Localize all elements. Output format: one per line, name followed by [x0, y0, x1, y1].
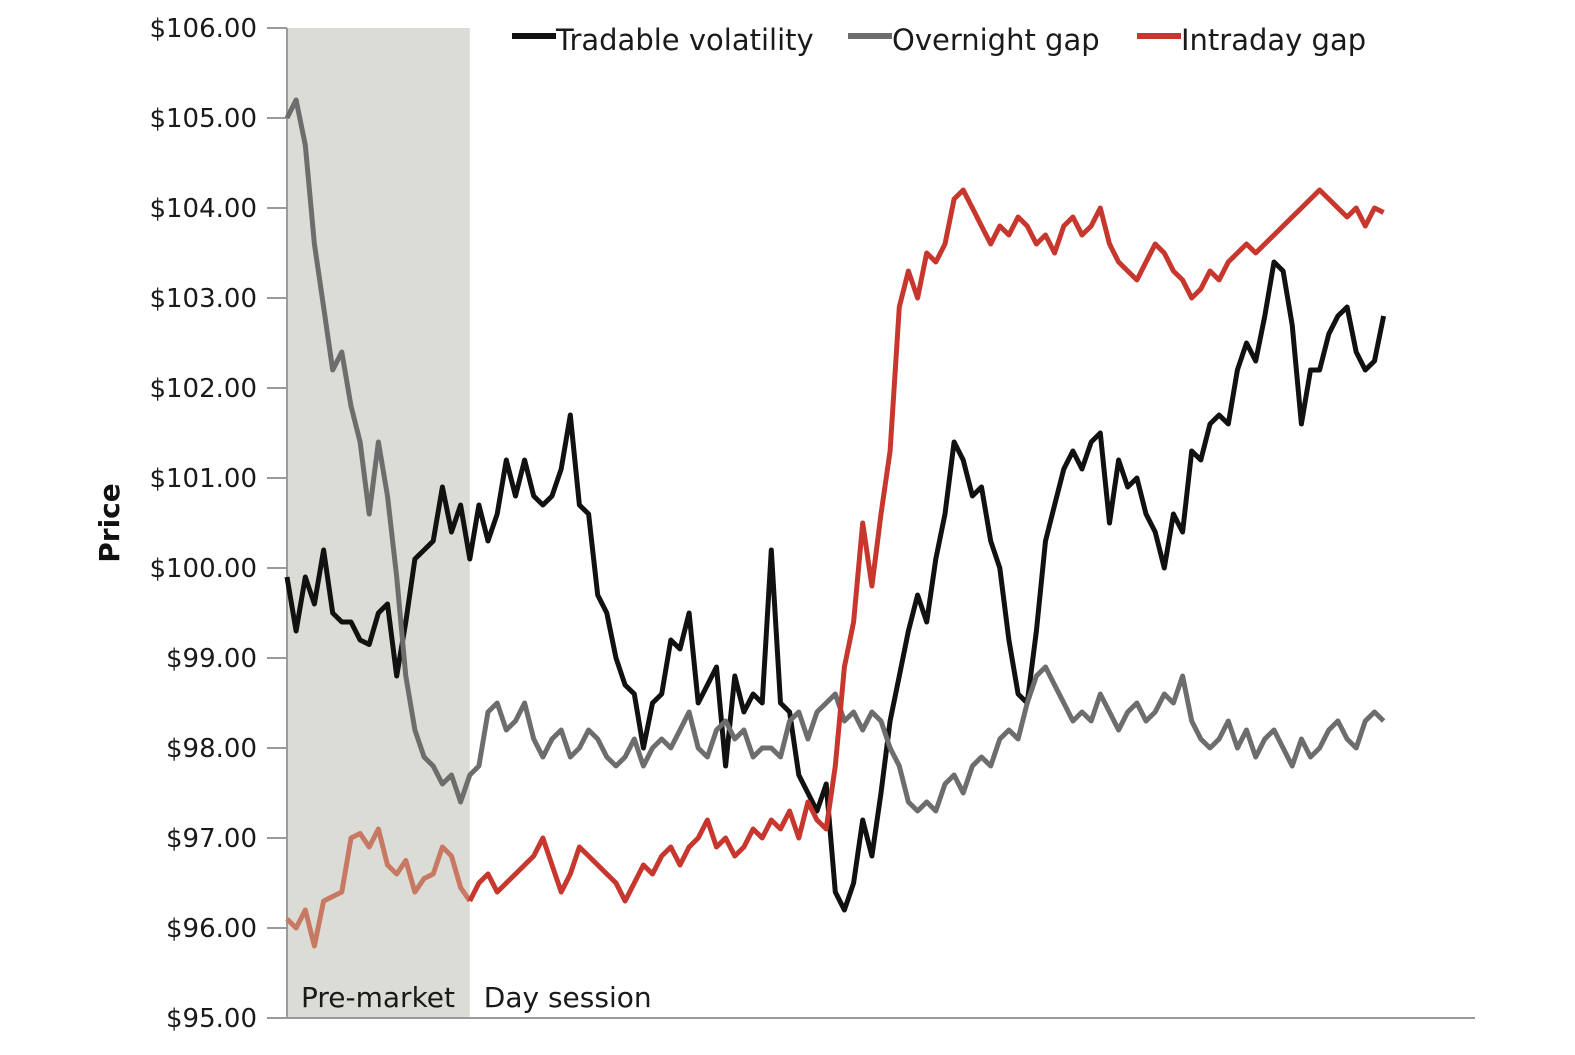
session-regions [287, 28, 470, 1018]
legend: Tradable volatility Overnight gap Intraday… [512, 23, 1366, 57]
region-labels: Pre-market Day session [301, 981, 652, 1014]
y-tick-label: $103.00 [149, 284, 257, 314]
y-tick-label: $99.00 [166, 644, 257, 674]
series-line-intraday-gap-pre-market [285, 826, 472, 949]
y-axis-label: Price [93, 483, 126, 563]
region-label-day-session: Day session [484, 981, 652, 1014]
y-tick-label: $97.00 [166, 824, 257, 854]
y-tick-label: $95.00 [166, 1004, 257, 1034]
legend-label-overnight-gap: Overnight gap [892, 23, 1100, 57]
y-tick-label: $105.00 [149, 104, 257, 134]
legend-label-intraday-gap: Intraday gap [1181, 23, 1366, 57]
y-tick-labels: $95.00 $96.00 $97.00 $98.00 $99.00 $100.00 $10… [149, 14, 287, 1034]
y-tick-label: $102.00 [149, 374, 257, 404]
region-shade-0 [287, 28, 470, 1018]
series-line-tradable-volatility [284, 259, 1387, 913]
legend-label-tradable-volatility: Tradable volatility [555, 23, 814, 57]
region-label-pre-market: Pre-market [301, 981, 455, 1014]
series-line-intraday-gap [467, 187, 1385, 904]
axes [286, 28, 1475, 1019]
y-tick-label: $106.00 [149, 14, 257, 44]
y-tick-label: $101.00 [149, 464, 257, 494]
y-tick-label: $96.00 [166, 914, 257, 944]
series-line-overnight-gap [284, 97, 1386, 814]
y-tick-label: $100.00 [149, 554, 257, 584]
y-tick-label: $104.00 [149, 194, 257, 224]
y-tick-label: $98.00 [166, 734, 257, 764]
series-lines [284, 97, 1387, 949]
